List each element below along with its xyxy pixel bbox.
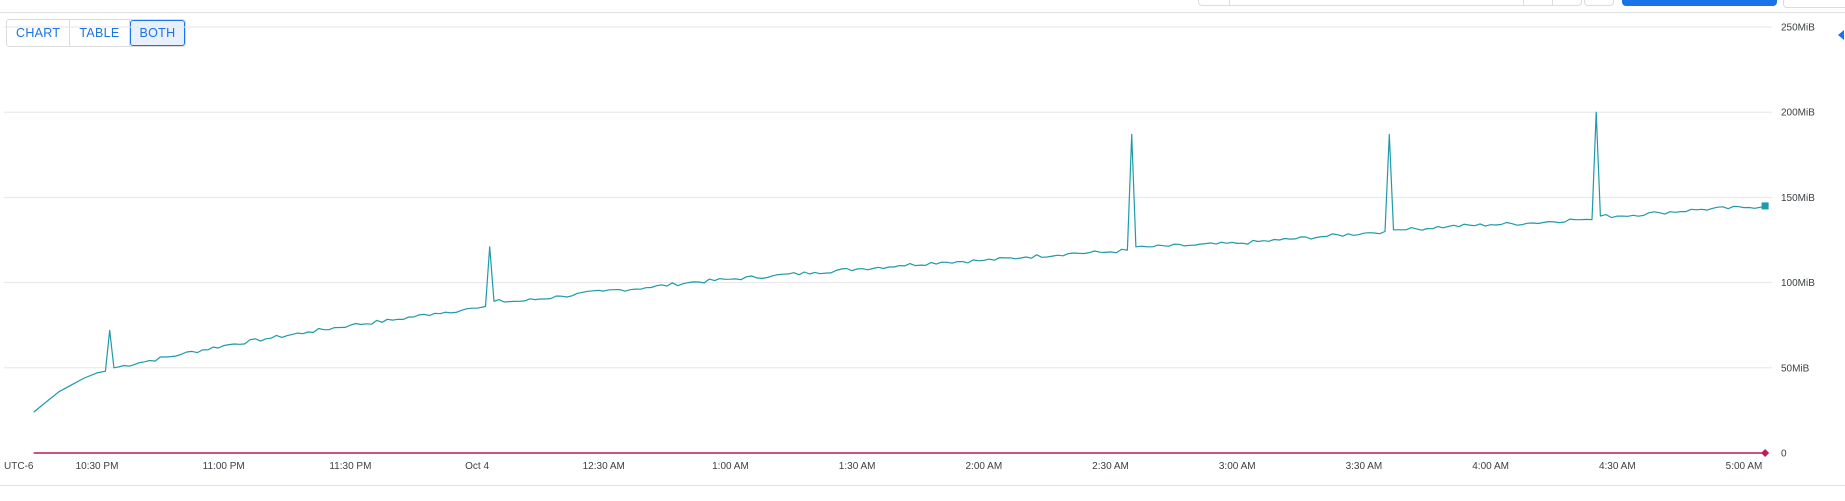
- y-tick-label: 250MiB: [1781, 23, 1815, 34]
- time-range-input[interactable]: [1198, 0, 1582, 6]
- y-tick-label: 50MiB: [1781, 363, 1810, 374]
- x-tick-label: 11:30 PM: [329, 461, 371, 472]
- timezone-label: UTC-6: [4, 461, 34, 472]
- series-end-marker-zero: [1761, 449, 1770, 457]
- input-divider: [1552, 0, 1553, 5]
- x-tick-label: 11:00 PM: [203, 461, 245, 472]
- y-tick-label: 150MiB: [1781, 193, 1815, 204]
- series-line-memory: [33, 111, 1766, 413]
- panel-collapse-icon[interactable]: [1838, 30, 1844, 40]
- both-view-button[interactable]: BOTH: [129, 20, 186, 46]
- view-toggle: CHART TABLE BOTH: [6, 19, 187, 47]
- series-layer: [33, 111, 1770, 457]
- x-tick-label: 10:30 PM: [76, 461, 119, 472]
- top-toolbar: [0, 0, 1845, 13]
- x-tick-label: Oct 4: [465, 461, 489, 472]
- footer-divider: [0, 485, 1845, 486]
- input-divider: [1523, 0, 1524, 5]
- x-tick-label: 1:00 AM: [712, 461, 749, 472]
- x-tick-label: 1:30 AM: [839, 461, 876, 472]
- x-tick-label: 2:00 AM: [965, 461, 1002, 472]
- y-tick-label: 0: [1781, 449, 1787, 460]
- x-tick-label: 4:00 AM: [1472, 461, 1509, 472]
- y-tick-label: 100MiB: [1781, 278, 1815, 289]
- y-axis: 0 50MiB 100MiB 150MiB 200MiB 250MiB: [1781, 23, 1815, 460]
- toolbar-small-button[interactable]: [1584, 0, 1614, 6]
- toolbar-right-button[interactable]: [1783, 0, 1845, 8]
- x-tick-label: 5:00 AM: [1726, 461, 1763, 472]
- chart-view-button[interactable]: CHART: [7, 20, 71, 46]
- input-divider: [1229, 0, 1230, 5]
- x-tick-label: 12:30 AM: [583, 461, 625, 472]
- grid-lines: [4, 26, 1772, 369]
- table-view-button[interactable]: TABLE: [70, 20, 130, 46]
- toolbar-primary-button[interactable]: [1622, 0, 1777, 6]
- x-tick-label: 4:30 AM: [1599, 461, 1636, 472]
- x-axis: UTC-6 10:30 PM 11:00 PM 11:30 PM Oct 4 12:30 …: [4, 461, 1762, 472]
- x-tick-label: 2:30 AM: [1092, 461, 1129, 472]
- series-end-marker-memory: [1761, 202, 1769, 210]
- y-tick-label: 200MiB: [1781, 108, 1815, 119]
- x-tick-label: 3:30 AM: [1346, 461, 1383, 472]
- x-tick-label: 3:00 AM: [1219, 461, 1256, 472]
